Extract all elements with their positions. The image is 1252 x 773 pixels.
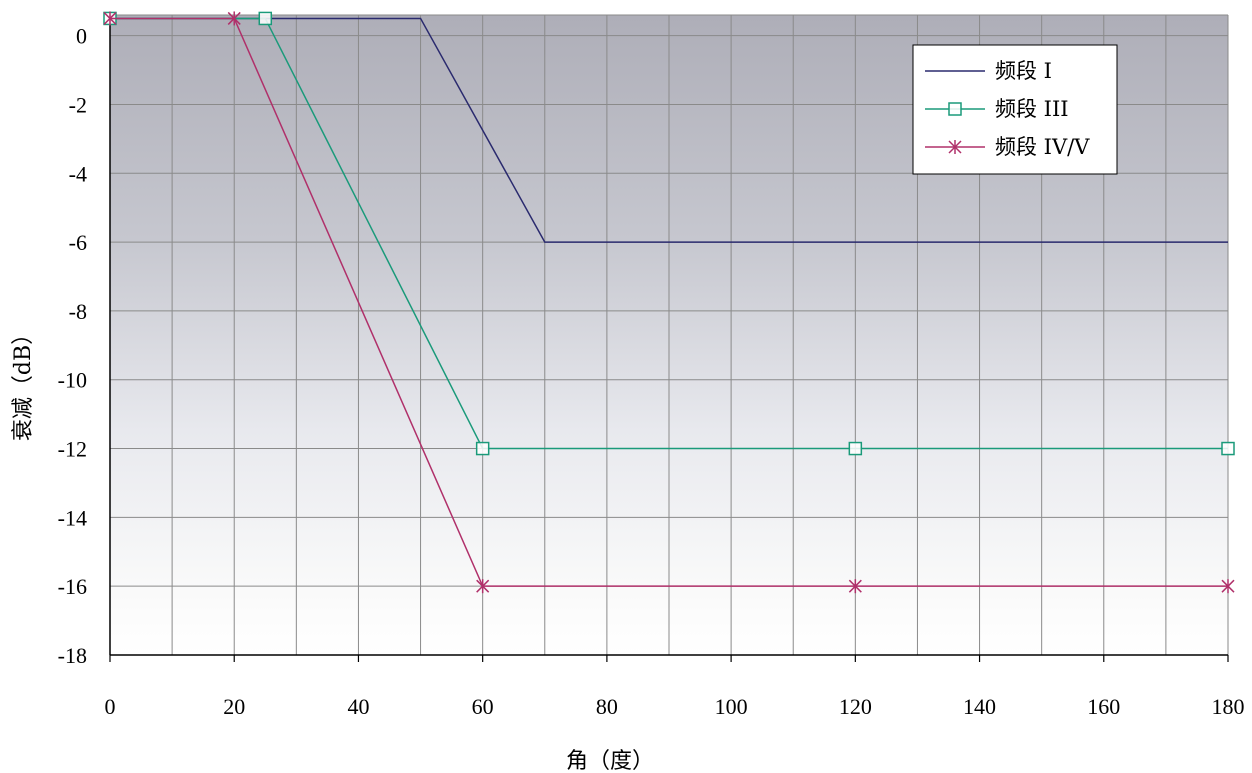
x-tick-label: 80 <box>596 694 618 719</box>
data-point-square <box>948 102 962 116</box>
data-point-asterisk <box>227 11 241 26</box>
data-point-square <box>1221 441 1235 456</box>
x-tick-label: 140 <box>963 694 996 719</box>
y-tick-label: -6 <box>69 230 87 255</box>
x-tick-label: 180 <box>1212 694 1245 719</box>
data-point-square <box>258 11 273 26</box>
series-3 <box>103 11 1235 594</box>
legend-label: 频段 III <box>995 97 1069 121</box>
x-tick-labels: 0 20 40 60 80 100 120 140 160 180 <box>105 694 1245 719</box>
legend: 频段 I 频段 III 频段 IV/V <box>912 44 1118 175</box>
y-tick-label: -12 <box>58 437 87 462</box>
y-tick-label: -16 <box>58 574 87 599</box>
y-tick-label: -14 <box>58 505 87 530</box>
y-tick-label: -4 <box>69 161 87 186</box>
x-tick-label: 160 <box>1087 694 1120 719</box>
data-point-asterisk <box>1221 579 1235 594</box>
x-tick-label: 40 <box>347 694 369 719</box>
y-tick-label: 0 <box>76 24 87 49</box>
y-tick-label: -8 <box>69 299 87 324</box>
x-tick-label: 100 <box>715 694 748 719</box>
legend-item: 频段 III <box>925 97 1069 121</box>
series-group <box>103 11 1235 594</box>
x-tick-label: 120 <box>839 694 872 719</box>
y-tick-label: -18 <box>58 643 87 668</box>
y-tick-label: -10 <box>58 368 87 393</box>
legend-item: 频段 IV/V <box>925 135 1090 159</box>
data-point-square <box>848 441 863 456</box>
y-tick-label: -2 <box>69 92 87 117</box>
data-point-asterisk <box>476 579 490 594</box>
x-axis-label: 角（度） <box>566 749 654 773</box>
data-point-square <box>475 441 490 456</box>
legend-label: 频段 IV/V <box>995 135 1090 159</box>
y-axis-label: 衰减（dB） <box>11 323 36 441</box>
x-tick-label: 0 <box>105 694 116 719</box>
legend-item: 频段 I <box>925 59 1052 83</box>
data-point-asterisk <box>848 579 862 594</box>
y-tick-labels: 0 -2 -4 -6 -8 -10 -12 -14 -16 -18 <box>58 24 87 668</box>
data-point-asterisk <box>948 140 962 154</box>
x-tick-label: 60 <box>472 694 494 719</box>
data-point-asterisk <box>103 11 117 26</box>
x-tick-label: 20 <box>223 694 245 719</box>
legend-label: 频段 I <box>995 59 1052 83</box>
axes <box>109 15 1229 662</box>
